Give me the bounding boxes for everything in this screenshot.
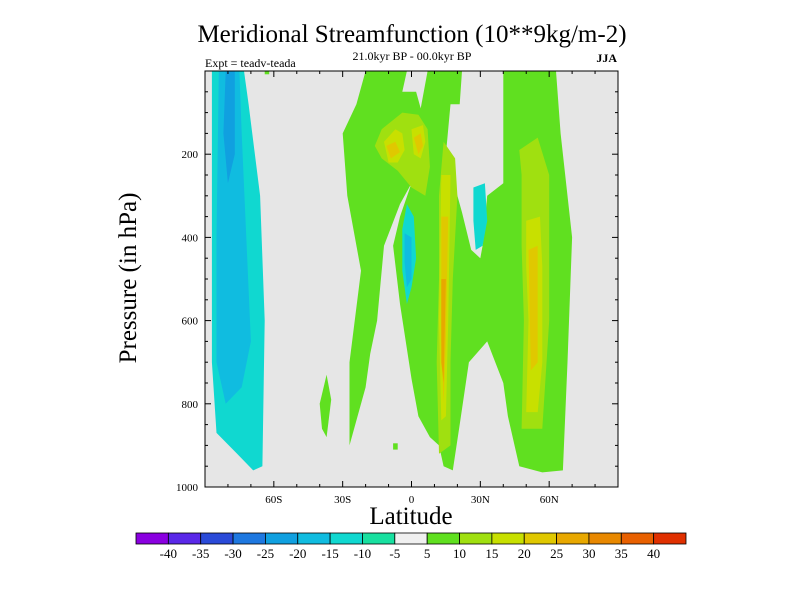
y-tick-label: 400 — [182, 232, 199, 244]
y-axis-label: Pressure (in hPa) — [115, 193, 142, 364]
colorbar-label: -25 — [257, 546, 274, 561]
colorbar-swatch — [588, 532, 622, 545]
colorbar-label: 40 — [647, 546, 660, 561]
colorbar-swatch — [620, 532, 655, 545]
x-axis-ticks: 60S 30S 0 30N 60N — [204, 71, 619, 506]
colorbar-swatch — [459, 532, 493, 545]
colorbar-swatch — [362, 532, 396, 545]
contour-region-17 — [528, 245, 538, 371]
colorbar-swatch — [523, 532, 557, 545]
colorbar-swatch — [297, 532, 331, 545]
colorbar-swatch — [200, 532, 234, 545]
contour-region-18 — [441, 279, 446, 383]
colorbar-swatch — [556, 532, 590, 545]
x-axis-label: Latitude — [369, 503, 452, 530]
colorbar-swatch — [232, 532, 266, 545]
y-axis-ticks: 200 400 600 800 1000 — [176, 91, 618, 494]
colorbar-label: 25 — [550, 546, 563, 561]
colorbar-label: 10 — [453, 546, 466, 561]
contour-region-4 — [319, 374, 332, 438]
contour-region-20 — [404, 233, 412, 288]
colorbar-label: -35 — [192, 546, 209, 561]
colorbar-swatch — [265, 532, 299, 545]
colorbar-label: 20 — [518, 546, 531, 561]
contour-region-2 — [223, 71, 235, 184]
y-tick-label: 800 — [182, 399, 199, 411]
colorbar-swatch — [653, 532, 687, 545]
colorbar-label: 15 — [485, 546, 498, 561]
contour-region-1 — [216, 71, 251, 404]
colorbar-label: -40 — [160, 546, 177, 561]
colorbar-swatch — [135, 532, 169, 545]
contour-regions — [211, 71, 573, 473]
colorbar-swatch — [329, 532, 363, 545]
colorbar: -40 -35 -30 -25 -20 -15 -10 -5 5 10 15 20 25 30 35 40 — [135, 532, 687, 561]
colorbar-label: -10 — [354, 546, 371, 561]
y-tick-label: 200 — [182, 149, 199, 161]
y-tick-label: 1000 — [176, 482, 199, 494]
chart-subtitle: 21.0kyr BP - 00.0kyr BP — [353, 49, 472, 63]
contour-region-14 — [386, 141, 400, 159]
chart-title: Meridional Streamfunction (10**9kg/m-2) — [197, 21, 626, 48]
x-tick-label: 60S — [265, 494, 282, 506]
x-tick-label: 60N — [540, 494, 559, 506]
x-tick-label: 30N — [471, 494, 490, 506]
season-label: JJA — [596, 51, 617, 65]
colorbar-label: -5 — [389, 546, 400, 561]
colorbar-label: 5 — [424, 546, 431, 561]
colorbar-label: 30 — [582, 546, 595, 561]
contour-region-5 — [393, 443, 398, 450]
y-tick-label: 600 — [182, 316, 199, 328]
colorbar-swatch — [491, 532, 525, 545]
x-tick-label: 0 — [409, 494, 415, 506]
colorbar-label: -30 — [224, 546, 241, 561]
contour-region-6 — [264, 71, 270, 75]
contour-region-21 — [473, 183, 488, 250]
colorbar-label: -15 — [321, 546, 338, 561]
colorbar-swatch — [426, 532, 460, 545]
colorbar-label: 35 — [615, 546, 628, 561]
x-tick-label: 30S — [334, 494, 351, 506]
colorbar-swatch — [394, 532, 428, 545]
colorbar-label: -20 — [289, 546, 306, 561]
contour-region-15 — [413, 133, 423, 155]
colorbar-swatch — [167, 532, 202, 545]
experiment-label: Expt = teadv-teada — [205, 56, 296, 70]
